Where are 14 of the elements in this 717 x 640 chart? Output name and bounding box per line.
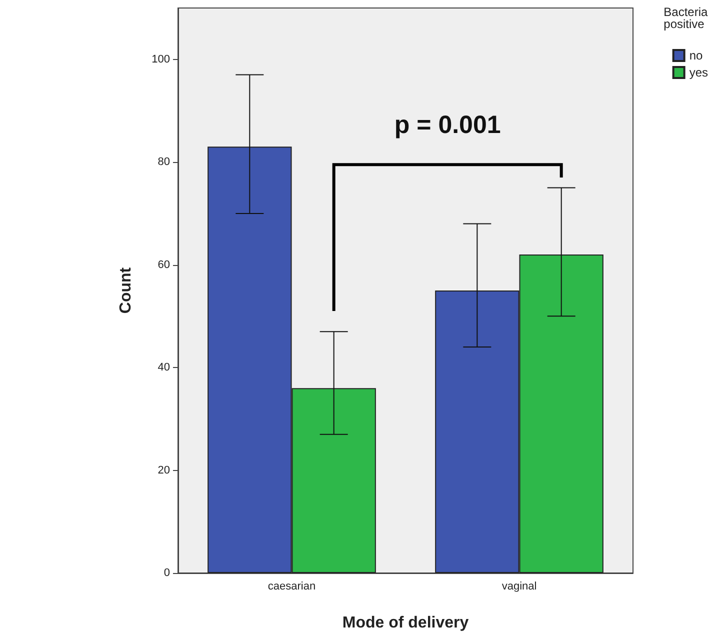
y-tick-label: 60	[158, 258, 170, 271]
legend-title: Bacteria positive	[664, 5, 712, 31]
y-tick-label: 0	[164, 567, 170, 579]
x-tick-label: vaginal	[502, 580, 537, 592]
x-axis-title: Mode of delivery	[342, 614, 469, 632]
legend-label: no	[689, 48, 703, 62]
y-axis-title: Count	[118, 266, 134, 314]
y-tick-label: 100	[152, 53, 170, 66]
y-tick-label: 20	[158, 464, 170, 476]
legend-label: yes	[689, 66, 708, 80]
annotation: p = 0.001	[394, 111, 501, 140]
y-tick-label: 80	[158, 156, 170, 168]
y-tick-label: 40	[158, 362, 170, 374]
x-tick-label: caesarian	[268, 580, 316, 592]
